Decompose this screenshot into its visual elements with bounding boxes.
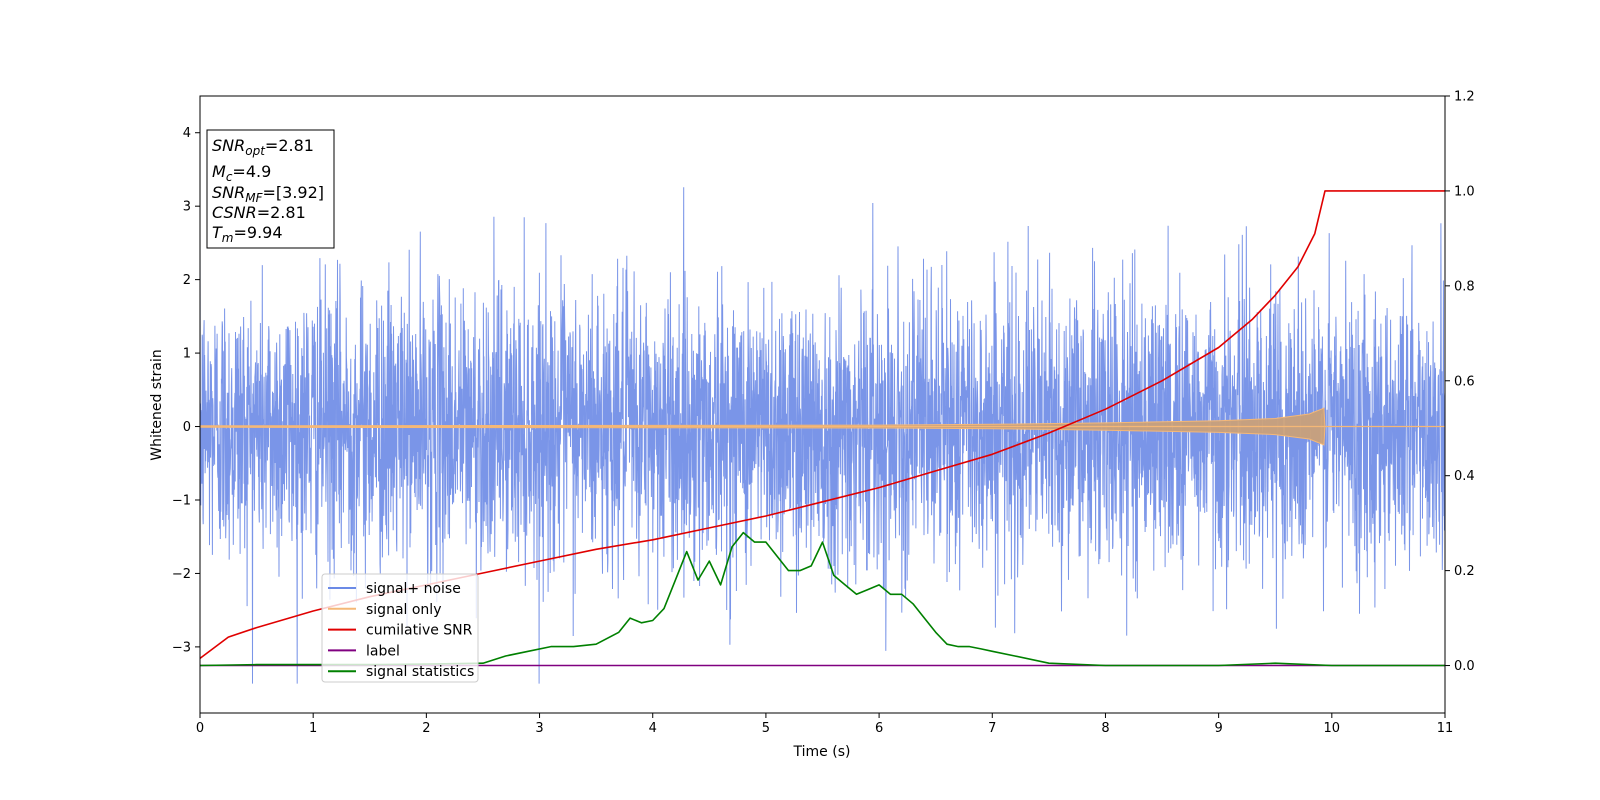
x-tick-label: 3 xyxy=(535,721,543,736)
x-tick-label: 7 xyxy=(988,721,996,736)
x-tick-label: 4 xyxy=(649,721,657,736)
x-tick-label: 6 xyxy=(875,721,883,736)
y-axis-left: 4 3 2 1 0 −1 −2 −3 xyxy=(172,126,200,655)
legend-label: signal statistics xyxy=(366,664,474,680)
info-box: SNRopt=2.81 Mc=4.9 SNRMF=[3.92] CSNR=2.8… xyxy=(206,129,335,249)
snr-mf-text: SNRMF=[3.92] xyxy=(212,183,324,205)
y-right-tick-label: 0.8 xyxy=(1454,279,1475,294)
y-left-tick-label: 4 xyxy=(183,126,191,141)
csnr-text: CSNR=2.81 xyxy=(212,203,306,222)
legend-label: signal+ noise xyxy=(366,581,461,597)
x-tick-label: 2 xyxy=(422,721,430,736)
y-left-tick-label: 3 xyxy=(183,200,191,215)
x-tick-label: 0 xyxy=(196,721,204,736)
y-right-tick-label: 0.4 xyxy=(1454,469,1475,484)
legend: signal+ noise signal only cumilative SNR la… xyxy=(321,573,479,683)
y-left-tick-label: 2 xyxy=(183,273,191,288)
x-tick-label: 5 xyxy=(762,721,770,736)
y-right-tick-label: 0.2 xyxy=(1454,564,1475,579)
x-tick-label: 1 xyxy=(309,721,317,736)
mc-text: Mc=4.9 xyxy=(212,162,271,184)
y-right-tick-label: 0.0 xyxy=(1454,659,1475,674)
y-left-tick-label: −2 xyxy=(172,567,191,582)
x-tick-label: 9 xyxy=(1214,721,1222,736)
x-axis-title: Time (s) xyxy=(793,744,851,760)
y-right-tick-label: 0.6 xyxy=(1454,374,1475,389)
y-left-tick-label: 0 xyxy=(183,420,191,435)
y-left-tick-label: −1 xyxy=(172,493,191,508)
legend-label: signal only xyxy=(366,602,441,618)
x-tick-label: 10 xyxy=(1324,721,1341,736)
y-axis-title: Whitened strain xyxy=(149,349,165,460)
legend-label: label xyxy=(366,643,400,659)
snr-opt-text: SNRopt=2.81 xyxy=(212,136,314,158)
y-left-tick-label: −3 xyxy=(172,640,191,655)
x-axis: 0 1 2 3 4 5 6 7 8 9 10 11 xyxy=(196,713,1453,736)
legend-label: cumilative SNR xyxy=(366,623,473,639)
y-right-tick-label: 1.0 xyxy=(1454,184,1475,199)
y-axis-right: 1.2 1.0 0.8 0.6 0.4 0.2 0.0 xyxy=(1445,90,1475,674)
y-left-tick-label: 1 xyxy=(183,347,191,362)
y-right-tick-label: 1.2 xyxy=(1454,90,1475,105)
tm-text: Tm=9.94 xyxy=(212,223,283,245)
x-tick-label: 11 xyxy=(1437,721,1454,736)
plot-frame xyxy=(199,95,1446,714)
series-signal-statistics xyxy=(200,531,1445,667)
x-tick-label: 8 xyxy=(1101,721,1109,736)
